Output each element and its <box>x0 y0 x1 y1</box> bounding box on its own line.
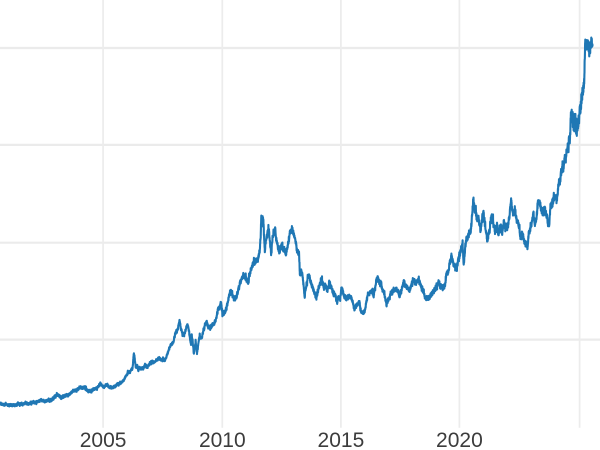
svg-text:2005: 2005 <box>80 429 127 450</box>
svg-text:2015: 2015 <box>318 429 365 450</box>
svg-text:2020: 2020 <box>436 429 483 450</box>
svg-text:2010: 2010 <box>199 429 246 450</box>
